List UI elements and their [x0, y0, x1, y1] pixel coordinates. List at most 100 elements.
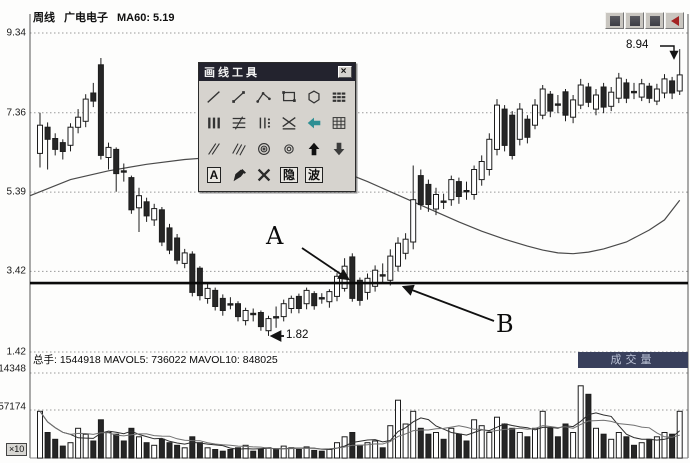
price-axis-label: 3.42: [6, 265, 26, 277]
candle: [59, 139, 66, 160]
mavol5-line: [39, 411, 681, 451]
candle: [570, 95, 577, 124]
tool-spiral-small-icon[interactable]: [277, 137, 301, 161]
candle: [516, 103, 523, 146]
tool-text-icon[interactable]: A: [202, 163, 226, 187]
candle: [372, 265, 379, 292]
tool-segment-icon[interactable]: [227, 85, 251, 109]
mini-button-1[interactable]: [605, 12, 624, 29]
tool-bar-dots-icon[interactable]: [252, 111, 276, 135]
tool-arrow-left-icon[interactable]: [302, 111, 326, 135]
tool-grid-icon[interactable]: [327, 85, 351, 109]
palette-tool-grid: A 隐波: [199, 81, 355, 191]
annotation-arrow: [660, 45, 679, 60]
volume-bar: [448, 427, 455, 459]
volume-bar: [311, 449, 318, 459]
tool-vertical-bars-icon[interactable]: [202, 111, 226, 135]
volume-bar: [494, 416, 500, 459]
tool-percent-lines-icon[interactable]: [227, 111, 251, 135]
candle: [417, 169, 424, 210]
tool-arrow-up-icon[interactable]: [302, 137, 326, 161]
volume-bar: [547, 427, 554, 459]
volume-bar: [395, 399, 401, 459]
volume-bar: [600, 433, 607, 459]
chart-title: 周线 广电电子 MA60: 5.19: [33, 9, 183, 25]
annotation-low-price: 1.82: [286, 329, 309, 341]
candle: [379, 263, 386, 284]
tool-ellipse-icon[interactable]: [302, 85, 326, 109]
tool-hatch-lines-icon[interactable]: [227, 137, 251, 161]
volume-bar: [257, 449, 264, 459]
candle: [653, 83, 660, 106]
volume-bar: [75, 427, 82, 459]
palette-title-bar[interactable]: 画线工具 ×: [199, 63, 355, 81]
palette-title-text: 画线工具: [204, 67, 260, 79]
volume-bar: [136, 436, 142, 459]
tool-delete-icon[interactable]: [252, 163, 276, 187]
candle: [166, 223, 173, 255]
volume-bar: [265, 447, 272, 459]
volume-axis-label: 57174: [0, 401, 26, 413]
candle: [128, 175, 135, 214]
window-mini-toolbar: [605, 12, 684, 29]
candle: [608, 87, 615, 112]
candle: [273, 306, 280, 328]
candle: [326, 289, 333, 308]
candle: [661, 74, 668, 99]
mini-button-arrow[interactable]: [665, 12, 684, 29]
candle: [547, 91, 554, 118]
candle: [75, 109, 82, 134]
candle: [539, 85, 546, 120]
multiplier-label: ×10: [6, 443, 28, 456]
volume-bar: [661, 432, 668, 459]
volume-bar: [631, 444, 637, 459]
candle: [219, 294, 226, 316]
candle: [52, 133, 59, 156]
tool-polyline-icon[interactable]: [252, 85, 276, 109]
tool-table-icon[interactable]: [327, 111, 351, 135]
volume-bar: [554, 436, 561, 459]
tool-parallel-lines-icon[interactable]: [202, 137, 226, 161]
volume-bar: [471, 419, 478, 459]
candle: [189, 251, 196, 297]
mini-button-2[interactable]: [625, 12, 644, 29]
mini-button-3[interactable]: [645, 12, 664, 29]
candle: [174, 234, 181, 265]
close-icon[interactable]: ×: [338, 66, 352, 78]
tool-spiral-icon[interactable]: [252, 137, 276, 161]
tool-line-icon[interactable]: [202, 85, 226, 109]
annotation-high-price: 8.94: [626, 39, 649, 51]
volume-bar: [250, 450, 257, 459]
tool-cross-lines-icon[interactable]: [277, 111, 301, 135]
volume-bar: [303, 446, 310, 459]
volume-bar: [486, 432, 493, 459]
volume-bar: [166, 442, 173, 459]
candle: [67, 123, 74, 152]
volume-bar: [59, 445, 66, 459]
volume-bar: [615, 432, 622, 459]
ma60-value-label: MA60: 5.19: [117, 12, 175, 24]
volume-bar: [37, 410, 43, 459]
volume-bar: [189, 436, 196, 459]
tool-wave-label: 波: [304, 167, 323, 183]
candle: [181, 248, 188, 269]
volume-bar: [364, 442, 371, 459]
candle: [631, 82, 637, 100]
tool-wave-icon[interactable]: 波: [302, 163, 326, 187]
volume-bar: [120, 440, 127, 459]
tool-brush-icon[interactable]: [227, 163, 251, 187]
tool-hide-icon[interactable]: 隐: [277, 163, 301, 187]
tool-arrow-down-icon[interactable]: [327, 137, 351, 161]
volume-bar: [425, 433, 432, 459]
volume-indicator-readout: 总手: 1544918 MAVOL5: 736022 MAVOL10: 8480…: [33, 354, 278, 366]
volume-bar: [516, 432, 523, 459]
drawing-tools-palette: 画线工具 × A 隐波: [198, 62, 356, 192]
tool-rectangle-icon[interactable]: [277, 85, 301, 109]
annotation-letter-b: B: [496, 310, 514, 338]
volume-bar: [181, 447, 188, 459]
candle: [501, 105, 508, 152]
candle: [204, 283, 211, 304]
volume-bar: [372, 440, 379, 459]
volume-bar: [97, 419, 104, 459]
stock-name-label: 广电电子: [64, 12, 108, 24]
